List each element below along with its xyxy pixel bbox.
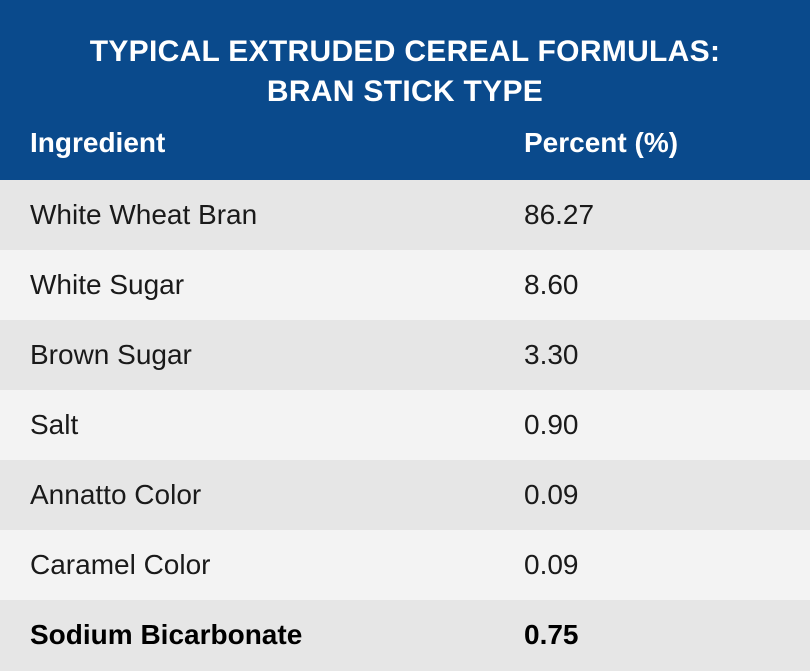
ingredient-cell: White Sugar	[30, 269, 185, 300]
ingredient-cell: Salt	[30, 409, 79, 440]
table-row: Brown Sugar 3.30	[0, 320, 810, 390]
column-header-percent: Percent (%)	[524, 127, 679, 158]
title-line-2: BRAN STICK TYPE	[266, 75, 544, 108]
table-row: Salt 0.90	[0, 390, 810, 460]
percent-cell: 8.60	[524, 269, 579, 300]
column-header-ingredient: Ingredient	[30, 127, 166, 158]
table-row-total: Sodium Bicarbonate 0.75	[0, 600, 810, 671]
table-row: White Wheat Bran 86.27	[0, 180, 810, 250]
table-body: White Wheat Bran 86.27 White Sugar 8.60 …	[0, 180, 810, 671]
ingredient-cell: Brown Sugar	[30, 339, 192, 370]
table-title: TYPICAL EXTRUDED CEREAL FORMULAS: BRAN S…	[0, 32, 810, 112]
percent-cell: 0.09	[524, 479, 579, 510]
table-row: White Sugar 8.60	[0, 250, 810, 320]
ingredient-cell: Annatto Color	[30, 479, 202, 510]
percent-cell: 0.09	[524, 549, 579, 580]
table-header: TYPICAL EXTRUDED CEREAL FORMULAS: BRAN S…	[0, 0, 810, 180]
title-line-1: TYPICAL EXTRUDED CEREAL FORMULAS:	[89, 35, 721, 68]
percent-cell: 0.75	[524, 619, 579, 650]
percent-cell: 0.90	[524, 409, 579, 440]
percent-cell: 3.30	[524, 339, 579, 370]
table-row: Annatto Color 0.09	[0, 460, 810, 530]
ingredient-cell: Sodium Bicarbonate	[30, 619, 303, 650]
ingredient-cell: White Wheat Bran	[30, 199, 258, 230]
percent-cell: 86.27	[524, 199, 595, 230]
table-row: Caramel Color 0.09	[0, 530, 810, 600]
ingredient-cell: Caramel Color	[30, 549, 211, 580]
